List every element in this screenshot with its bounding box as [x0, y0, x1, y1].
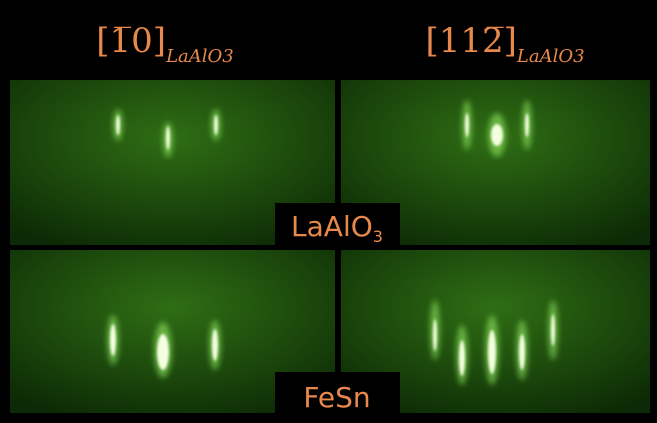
label-text: LaAlO3 — [516, 46, 585, 67]
row-label: FeSn — [303, 381, 370, 414]
label-text: LaAlO3 — [165, 46, 234, 67]
figure: [1̅0]LaAlO3 [112̅]LaAlO3 LaAlO3 FeSn — [0, 0, 657, 423]
label-text: [1̅0] — [96, 21, 166, 61]
label-text: 3 — [373, 227, 383, 246]
row-label: LaAlO3 — [291, 210, 383, 246]
label-text: LaAlO — [291, 210, 373, 243]
label-text: [112̅] — [425, 21, 516, 61]
